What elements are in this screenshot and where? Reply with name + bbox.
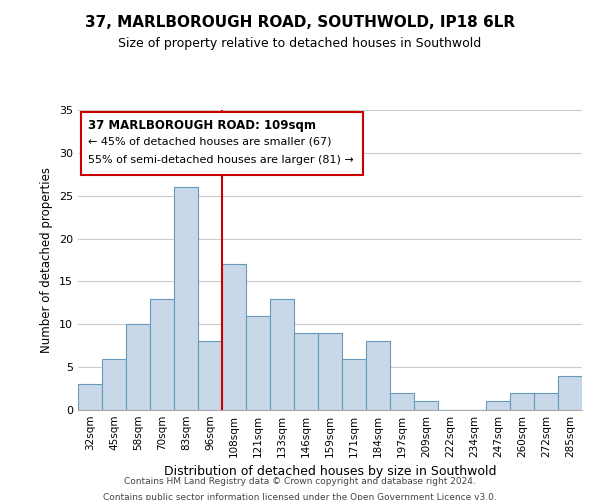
Text: 37, MARLBOROUGH ROAD, SOUTHWOLD, IP18 6LR: 37, MARLBOROUGH ROAD, SOUTHWOLD, IP18 6L… (85, 15, 515, 30)
Bar (246, 316, 270, 410)
Text: Size of property relative to detached houses in Southwold: Size of property relative to detached ho… (118, 38, 482, 51)
Bar (534, 393, 558, 410)
Bar (510, 393, 534, 410)
Bar (222, 264, 246, 410)
Text: Contains public sector information licensed under the Open Government Licence v3: Contains public sector information licen… (103, 492, 497, 500)
Text: ← 45% of detached houses are smaller (67): ← 45% of detached houses are smaller (67… (88, 137, 332, 147)
Bar (270, 298, 294, 410)
Bar (558, 376, 582, 410)
Bar (342, 358, 366, 410)
Bar (198, 342, 222, 410)
Bar (294, 333, 318, 410)
Bar (390, 393, 414, 410)
Text: Contains HM Land Registry data © Crown copyright and database right 2024.: Contains HM Land Registry data © Crown c… (124, 478, 476, 486)
X-axis label: Distribution of detached houses by size in Southwold: Distribution of detached houses by size … (164, 466, 496, 478)
Bar (414, 402, 438, 410)
Bar (174, 187, 198, 410)
Y-axis label: Number of detached properties: Number of detached properties (40, 167, 53, 353)
Bar (78, 384, 102, 410)
Text: 37 MARLBOROUGH ROAD: 109sqm: 37 MARLBOROUGH ROAD: 109sqm (88, 119, 316, 132)
FancyBboxPatch shape (80, 112, 363, 174)
Bar (102, 358, 126, 410)
Bar (150, 298, 174, 410)
Bar (366, 342, 390, 410)
Text: 55% of semi-detached houses are larger (81) →: 55% of semi-detached houses are larger (… (88, 155, 354, 165)
Bar (486, 402, 510, 410)
Bar (126, 324, 150, 410)
Bar (318, 333, 342, 410)
